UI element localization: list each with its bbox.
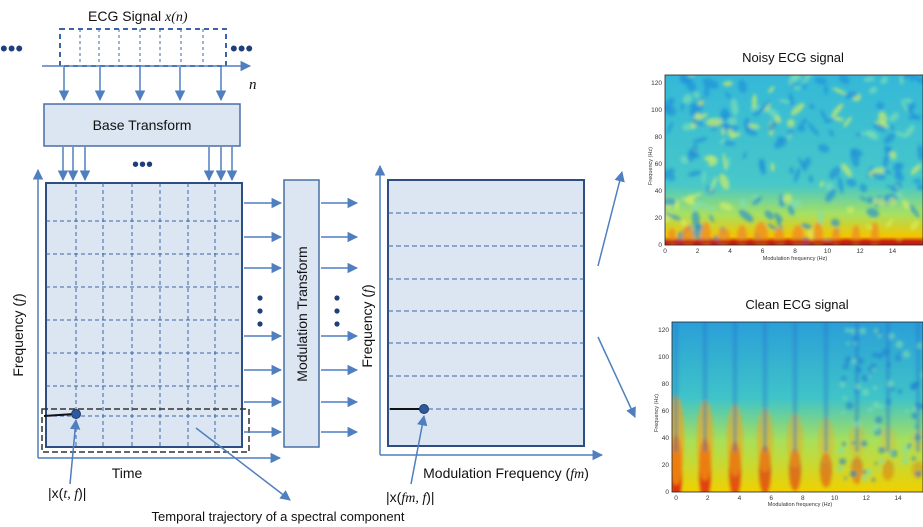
clean-ylabel: Frequency (Hz) xyxy=(654,394,660,432)
clean-spectrogram xyxy=(671,321,923,493)
clean-y-tick: 60 xyxy=(662,408,670,415)
trajectory-marker-line xyxy=(43,413,75,417)
noisy-y-tick: 60 xyxy=(655,161,663,168)
grid-to-modulation-arrows xyxy=(244,197,283,438)
noisy-x-tick: 10 xyxy=(824,248,832,255)
point-t-f xyxy=(71,409,81,419)
ellipsis-left: ••• xyxy=(0,36,23,61)
noisy-y-tick: 20 xyxy=(655,215,663,222)
noisy-y-tick: 120 xyxy=(651,80,662,87)
clean-x-tick: 2 xyxy=(706,495,710,502)
noisy-x-tick: 0 xyxy=(663,248,667,255)
clean-y-tick: 20 xyxy=(662,462,670,469)
point1-pointer xyxy=(69,418,81,485)
modulation-transform-box xyxy=(283,179,320,448)
clean-x-tick: 10 xyxy=(831,495,839,502)
noisy-x-tick: 4 xyxy=(728,248,732,255)
noisy-y-tick: 80 xyxy=(655,134,663,141)
ecg-signal-window xyxy=(59,28,227,67)
base-transform-box xyxy=(43,103,241,147)
base-transform-label: Base Transform xyxy=(93,117,192,133)
trajectory-caption: Temporal trajectory of a spectral compon… xyxy=(152,509,405,524)
time-label: Time xyxy=(112,465,143,481)
point2-pointer xyxy=(410,414,428,485)
time-frequency-grid xyxy=(45,182,243,448)
trajectory-pointer xyxy=(195,427,291,501)
clean-xlabel: Modulation frequency (Hz) xyxy=(768,502,833,508)
noisy-y-tick: 0 xyxy=(658,242,662,249)
signal-to-transform-arrows xyxy=(58,67,227,102)
noisy-y-tick: 100 xyxy=(651,107,662,114)
left-frequency-label: Frequency (f) xyxy=(10,293,27,376)
clean-y-tick: 0 xyxy=(665,489,669,496)
noisy-y-tick: 40 xyxy=(655,188,663,195)
modulation-frequency-grid xyxy=(387,179,585,447)
clean-x-tick: 6 xyxy=(769,495,773,502)
ellipsis-vertical-left xyxy=(257,295,263,327)
noisy-x-tick: 6 xyxy=(761,248,765,255)
arrow-to-noisy xyxy=(597,170,625,267)
clean-x-tick: 8 xyxy=(801,495,805,502)
transform-to-grid-arrows xyxy=(57,147,238,182)
modulation-to-grid-arrows xyxy=(321,197,359,438)
arrow-to-clean xyxy=(597,336,636,418)
right-frequency-label: Frequency (f) xyxy=(359,284,376,367)
ellipsis-right: ••• xyxy=(230,36,253,61)
clean-y-tick: 40 xyxy=(662,435,670,442)
modulation-transform-label: Modulation Transform xyxy=(294,246,310,381)
noisy-ylabel: Frequency (Hz) xyxy=(648,147,654,185)
modulation-frequency-label: Modulation Frequency (fm) xyxy=(423,465,589,482)
ellipsis-mid: ••• xyxy=(132,154,153,176)
trajectory-highlight xyxy=(41,408,250,453)
clean-y-tick: 100 xyxy=(658,354,669,361)
ellipsis-vertical-right xyxy=(334,295,340,327)
clean-x-tick: 4 xyxy=(738,495,742,502)
noisy-xlabel: Modulation frequency (Hz) xyxy=(763,256,828,262)
grid-lines xyxy=(46,183,242,447)
clean-x-tick: 12 xyxy=(863,495,871,502)
point1-label: |x(t, f)| xyxy=(48,485,86,502)
clean-x-tick: 14 xyxy=(894,495,902,502)
point-fm-f xyxy=(419,404,429,414)
noisy-title: Noisy ECG signal xyxy=(742,50,844,65)
noisy-x-tick: 8 xyxy=(793,248,797,255)
noisy-x-tick: 14 xyxy=(889,248,897,255)
point2-label: |x(fm, f)| xyxy=(386,489,435,506)
clean-y-tick: 80 xyxy=(662,381,670,388)
clean-x-tick: 0 xyxy=(674,495,678,502)
noisy-x-tick: 12 xyxy=(856,248,864,255)
clean-y-tick: 120 xyxy=(658,327,669,334)
noisy-spectrogram xyxy=(664,74,923,246)
noisy-x-tick: 2 xyxy=(696,248,700,255)
clean-title: Clean ECG signal xyxy=(745,297,848,312)
n-label: n xyxy=(249,77,257,93)
ecg-signal-label: ECG Signal x(n) xyxy=(88,8,188,25)
